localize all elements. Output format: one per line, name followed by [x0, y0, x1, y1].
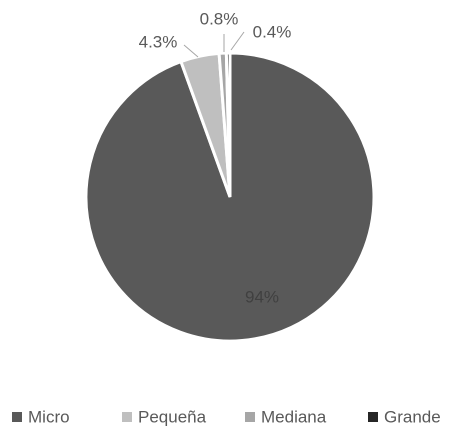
legend-label: Mediana [261, 407, 327, 426]
data-label: 0.4% [253, 22, 292, 41]
legend-swatch [368, 412, 378, 422]
legend-label: Grande [384, 407, 441, 426]
leader-line [183, 44, 199, 58]
legend-swatch [245, 412, 255, 422]
data-label: 94% [245, 287, 279, 306]
data-label: 4.3% [139, 32, 178, 51]
data-label: 0.8% [200, 9, 239, 28]
leader-line [230, 31, 245, 51]
legend-swatch [12, 412, 22, 422]
legend-label: Micro [28, 407, 70, 426]
legend-swatch [122, 412, 132, 422]
legend-label: Pequeña [138, 407, 207, 426]
pie-slice [224, 51, 232, 198]
